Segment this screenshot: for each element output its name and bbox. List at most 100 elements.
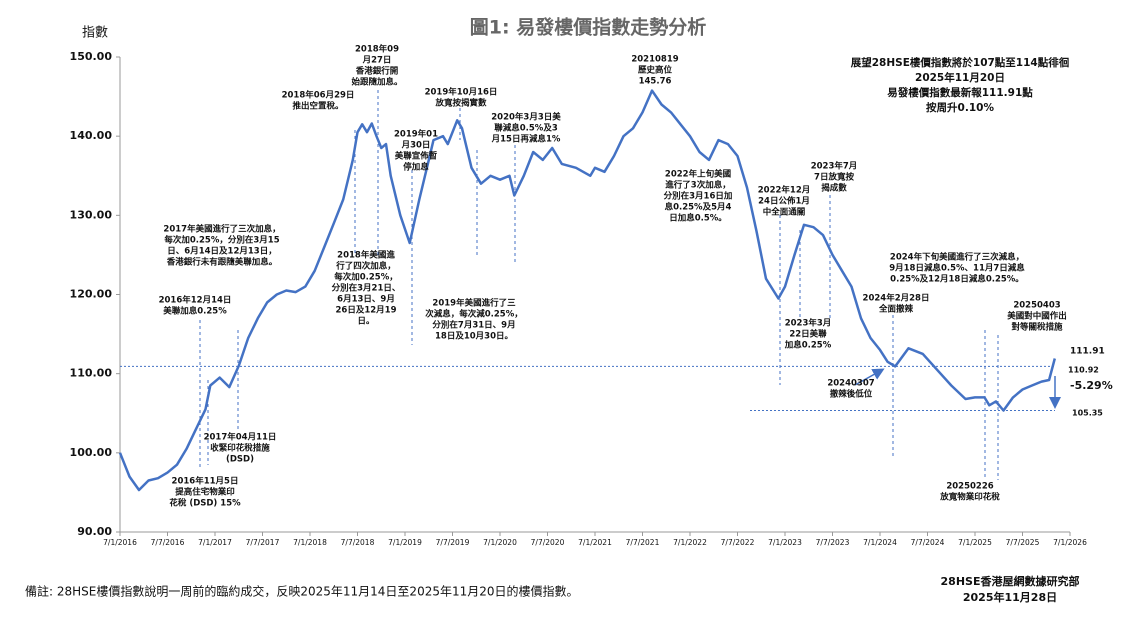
annotation: 2017年04月11日 (204, 432, 277, 443)
annotation: 揭成數 (821, 183, 847, 194)
annotation: 2017年美國進行了三次加息， (163, 224, 280, 235)
annotation: 2024年下旬美國進行了三次減息， (890, 252, 1024, 263)
annotation: 0.25%及12月18日減息0.25%。 (890, 274, 1024, 285)
info-text: 展望28HSE樓價指數將於107點至114點徘徊 (851, 56, 1069, 69)
source: 28HSE香港屋網數據研究部 (941, 574, 1080, 588)
annotation: 撤辣後低位 (830, 389, 873, 400)
x-tick-label: 7/7/2017 (246, 538, 280, 547)
annotation: 22日美聯 (789, 329, 827, 340)
x-tick-label: 7/7/2024 (911, 538, 945, 547)
reference-label: 105.35 (1072, 409, 1103, 418)
annotation: 2019年美國進行了三 (432, 298, 516, 309)
y-tick-label: 100.00 (70, 446, 113, 459)
annotation: 香港銀行開 (355, 66, 399, 77)
annotation: 20240307 (827, 379, 874, 389)
annotation: 2022年上旬美國 (665, 169, 731, 180)
annotation: 月30日 (401, 141, 431, 151)
info-text: 按周升0.10% (926, 101, 994, 114)
x-tick-label: 7/1/2019 (388, 538, 422, 547)
annotation: 始跟隨加息。 (351, 77, 402, 88)
annotation: 20250403 (1013, 301, 1060, 311)
annotation: 2023年7月 (811, 161, 858, 172)
annotation: 全面撤辣 (878, 304, 914, 315)
annotation: 收緊印花稅措施 (210, 443, 270, 454)
annotation: 次減息，每次減0.25%， (425, 309, 523, 320)
source-date: 2025年11月28日 (963, 590, 1057, 604)
annotation: 聯減息0.5%及3 (494, 123, 558, 134)
annotation: 美聯宣佈暫 (395, 151, 438, 162)
annotation: 日、6月14日及12月13日， (167, 247, 276, 257)
annotation: 18日及10月30日。 (435, 332, 513, 342)
annotation: 每次加0.25%， (334, 272, 398, 283)
x-tick-label: 7/7/2019 (436, 538, 470, 547)
arrow (854, 368, 885, 386)
annotation: 放寬按揭實數 (434, 98, 487, 109)
annotation: 2019年10月16日 (425, 87, 498, 98)
y-tick-label: 140.00 (70, 129, 113, 142)
x-tick-label: 7/1/2018 (293, 538, 327, 547)
annotation: 分別在3月16日加 (664, 191, 733, 202)
annotation: 中全面通關 (763, 207, 806, 218)
x-tick-label: 7/7/2021 (626, 538, 660, 547)
annotation: 月15日再減息1% (491, 134, 561, 145)
annotation: 日。 (357, 317, 374, 327)
end-label: 111.91 (1070, 347, 1105, 357)
y-tick-label: 110.00 (70, 367, 113, 380)
x-tick-label: 7/7/2022 (721, 538, 755, 547)
annotation: 20210819 (631, 55, 678, 65)
annotation: 2024年2月28日 (863, 293, 930, 304)
annotation: 歷史高位 (638, 65, 673, 76)
change-label: -5.29% (1070, 379, 1113, 392)
annotation: 2018年06月29日 (282, 90, 355, 101)
annotation: 香港銀行未有跟隨美聯加息。 (166, 257, 278, 268)
annotation: 息0.25%及5月4 (665, 202, 732, 213)
annotation: 2020年3月3日美 (491, 112, 561, 123)
x-tick-label: 7/7/2023 (816, 538, 850, 547)
y-axis-label: 指數 (82, 26, 108, 41)
y-tick-label: 120.00 (70, 288, 113, 301)
annotation: (DSD) (226, 455, 254, 465)
x-tick-label: 7/1/2020 (483, 538, 517, 547)
annotation: 推出空置稅。 (292, 101, 343, 112)
annotation: 分別在7月31日、9月 (432, 320, 515, 331)
annotation: 7日放寬按 (814, 172, 854, 183)
x-tick-label: 7/1/2026 (1053, 538, 1087, 547)
x-tick-label: 7/7/2018 (341, 538, 375, 547)
annotation: 2018年美國進 (337, 250, 395, 261)
annotation: 進行了3次加息， (665, 180, 730, 191)
annotation: 2016年12月14日 (159, 295, 232, 306)
x-tick-label: 7/1/2016 (103, 538, 137, 547)
x-tick-label: 7/7/2016 (151, 538, 185, 547)
info-text: 易發樓價指數最新報111.91點 (887, 86, 1033, 99)
annotation: 月27日 (362, 56, 392, 66)
y-tick-label: 90.00 (77, 525, 112, 538)
annotation: 145.76 (639, 77, 672, 87)
annotation: 花稅 (DSD) 15% (169, 498, 241, 509)
x-tick-label: 7/7/2020 (531, 538, 565, 547)
annotation: 提高住宅物業印 (175, 487, 235, 498)
annotation: 停加息 (403, 162, 429, 173)
x-tick-label: 7/1/2023 (768, 538, 802, 547)
annotation: 日加息0.5%。 (669, 213, 727, 224)
reference-label: 110.92 (1068, 366, 1099, 375)
annotation: 2022年12月 (758, 185, 811, 196)
annotation: 每次加0.25%，分別在3月15 (164, 235, 279, 246)
annotation: 加息0.25% (784, 340, 832, 351)
annotation: 行了四次加息， (335, 261, 396, 272)
annotation: 2018年09 (355, 44, 399, 55)
annotation: 美聯加息0.25% (163, 306, 227, 317)
annotation: 2023年3月 (785, 318, 832, 329)
annotation: 20250226 (946, 482, 993, 492)
annotation: 2019年01 (394, 129, 438, 140)
annotation: 2016年11月5日 (172, 476, 239, 487)
x-tick-label: 7/1/2024 (863, 538, 897, 547)
annotation: 9月18日減息0.5%、11月7日減息 (889, 263, 1025, 274)
x-tick-label: 7/1/2025 (958, 538, 992, 547)
annotation: 放寬物業印花稅 (939, 492, 1000, 503)
annotation: 24日公佈1月 (758, 196, 810, 207)
x-tick-label: 7/1/2017 (198, 538, 232, 547)
y-tick-label: 150.00 (70, 50, 113, 63)
annotation: 美國對中國作出 (1007, 311, 1067, 322)
x-tick-label: 7/1/2022 (673, 538, 707, 547)
